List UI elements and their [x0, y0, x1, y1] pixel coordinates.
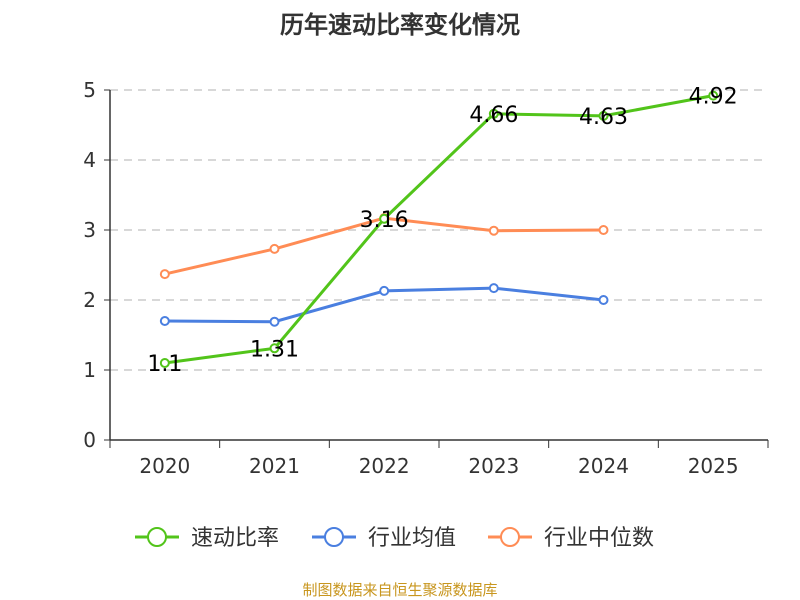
legend-label: 行业中位数 — [544, 526, 654, 551]
data-label: 1.1 — [147, 352, 182, 377]
data-label: 1.31 — [250, 337, 299, 362]
data-point — [379, 213, 390, 224]
y-tick-label: 3 — [83, 218, 96, 242]
x-tick-label: 2023 — [468, 454, 519, 478]
y-tick-label: 5 — [83, 78, 96, 102]
x-tick-label: 2025 — [688, 454, 739, 478]
data-label: 4.92 — [689, 85, 738, 110]
source-note: 制图数据来自恒生聚源数据库 — [302, 581, 497, 599]
data-point — [598, 295, 609, 305]
data-point — [379, 285, 390, 296]
data-point — [488, 225, 499, 236]
legend-marker — [324, 527, 344, 547]
y-tick-label: 2 — [83, 288, 96, 312]
y-tick-label: 4 — [83, 148, 96, 172]
data-point — [708, 90, 719, 101]
x-tick-label: 2021 — [249, 454, 300, 478]
data-point — [269, 243, 280, 254]
data-point — [159, 316, 170, 326]
x-tick-label: 2024 — [578, 454, 629, 478]
x-tick-label: 2022 — [359, 454, 410, 478]
data-point — [159, 358, 170, 368]
data-label: 3.16 — [360, 208, 409, 233]
data-point — [598, 110, 609, 121]
legend-label: 行业均值 — [368, 526, 456, 551]
chart-title: 历年速动比率变化情况 — [280, 11, 520, 39]
data-point — [269, 343, 280, 354]
data-point — [488, 283, 499, 294]
data-label: 4.66 — [469, 103, 518, 128]
data-label: 4.63 — [579, 105, 628, 130]
data-point — [598, 225, 609, 235]
y-tick-label: 1 — [83, 358, 96, 382]
series-line — [164, 94, 714, 365]
data-point — [159, 269, 170, 280]
data-point — [488, 108, 499, 119]
data-point — [269, 316, 280, 327]
y-tick-label: 0 — [83, 428, 96, 452]
x-tick-label: 2020 — [139, 454, 190, 478]
legend-marker — [500, 527, 520, 547]
legend-marker — [147, 527, 167, 547]
legend-label: 速动比率 — [191, 526, 279, 551]
